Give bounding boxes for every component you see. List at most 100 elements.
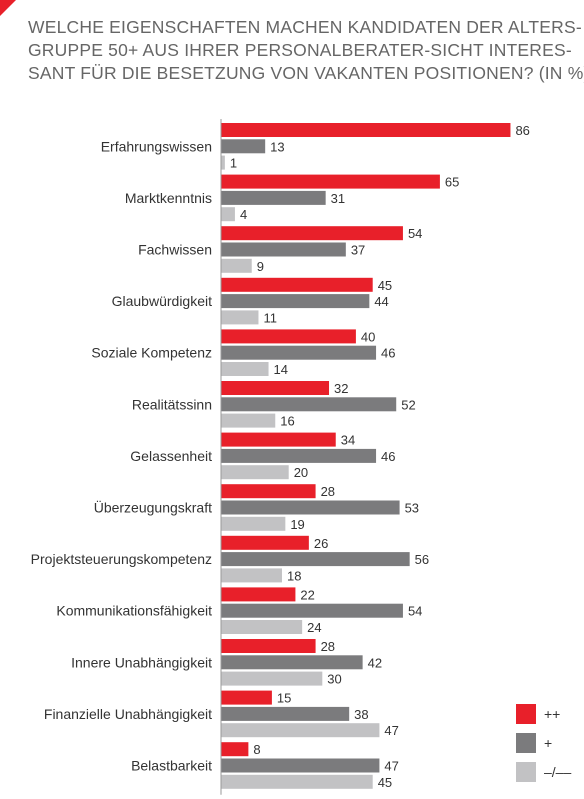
bar-glaubwuerdigkeit-plus <box>221 294 370 309</box>
bar-realitaetssinn-plus <box>221 397 397 412</box>
value-label-finanzielle-unabhaengigkeit-minus: 47 <box>384 723 398 738</box>
bar-ueberzeugungskraft-minus <box>221 516 286 531</box>
bar-belastbarkeit-minus <box>221 774 373 789</box>
chart-title: WELCHE EIGENSCHAFTEN MACHEN KANDIDATEN D… <box>28 16 584 85</box>
bar-erfahrungswissen-plus <box>221 139 266 154</box>
value-label-belastbarkeit-plusplus: 8 <box>253 742 260 757</box>
title-line-1: WELCHE EIGENSCHAFTEN MACHEN KANDIDATEN D… <box>28 17 582 37</box>
legend-label-plus: + <box>544 735 553 751</box>
bar-finanzielle-unabhaengigkeit-minus <box>221 723 380 738</box>
category-label-erfahrungswissen: Erfahrungswissen <box>101 138 212 154</box>
bar-projektsteuerungskompetenz-plusplus <box>221 535 309 550</box>
legend-swatch-minus <box>516 762 536 782</box>
value-label-realitaetssinn-plusplus: 32 <box>334 381 348 396</box>
value-label-ueberzeugungskraft-plusplus: 28 <box>321 484 335 499</box>
value-label-soziale-kompetenz-plus: 46 <box>381 346 395 361</box>
value-label-kommunikationsfaehigkeit-plusplus: 22 <box>300 587 314 602</box>
bar-belastbarkeit-plus <box>221 758 380 773</box>
value-label-gelassenheit-plusplus: 34 <box>341 433 355 448</box>
category-label-realitaetssinn: Realitätssinn <box>132 396 212 412</box>
bar-marktkenntnis-plus <box>221 190 326 205</box>
value-label-gelassenheit-minus: 20 <box>294 465 308 480</box>
bar-kommunikationsfaehigkeit-minus <box>221 620 303 634</box>
value-label-kommunikationsfaehigkeit-plus: 54 <box>408 604 422 619</box>
value-label-marktkenntnis-plus: 31 <box>331 191 345 206</box>
bar-soziale-kompetenz-minus <box>221 362 269 376</box>
bar-projektsteuerungskompetenz-plus <box>221 552 410 567</box>
bar-kommunikationsfaehigkeit-plus <box>221 603 403 618</box>
value-label-finanzielle-unabhaengigkeit-plusplus: 15 <box>277 691 291 706</box>
bar-fachwissen-plusplus <box>221 226 403 241</box>
category-label-soziale-kompetenz: Soziale Kompetenz <box>91 345 212 361</box>
value-label-glaubwuerdigkeit-minus: 11 <box>263 310 277 325</box>
legend-item-plusplus: ++ <box>516 704 584 726</box>
legend-item-minus: –/–– <box>516 762 584 784</box>
bar-fachwissen-plus <box>221 242 346 257</box>
value-label-gelassenheit-plus: 46 <box>381 449 395 464</box>
bar-erfahrungswissen-plusplus <box>221 123 511 137</box>
category-label-gelassenheit: Gelassenheit <box>130 448 212 464</box>
category-label-belastbarkeit: Belastbarkeit <box>131 758 212 774</box>
legend-swatch-plus <box>516 733 536 753</box>
legend-item-plus: + <box>516 733 584 755</box>
bar-ueberzeugungskraft-plusplus <box>221 484 316 499</box>
category-label-kommunikationsfaehigkeit: Kommunikationsfähigkeit <box>56 603 212 619</box>
value-label-belastbarkeit-plus: 47 <box>384 759 398 774</box>
bar-gelassenheit-plusplus <box>221 432 336 447</box>
value-label-erfahrungswissen-minus: 1 <box>230 156 237 171</box>
value-label-belastbarkeit-minus: 45 <box>378 775 392 790</box>
category-label-marktkenntnis: Marktkenntnis <box>125 190 212 206</box>
value-label-fachwissen-minus: 9 <box>257 259 264 274</box>
bar-realitaetssinn-minus <box>221 413 276 428</box>
value-label-soziale-kompetenz-plusplus: 40 <box>361 329 375 344</box>
bar-innere-unabhaengigkeit-plusplus <box>221 639 316 653</box>
value-label-soziale-kompetenz-minus: 14 <box>274 362 288 377</box>
value-label-projektsteuerungskompetenz-plus: 56 <box>415 552 429 567</box>
bar-fachwissen-minus <box>221 258 252 273</box>
bar-belastbarkeit-plusplus <box>221 742 249 757</box>
bar-glaubwuerdigkeit-plusplus <box>221 277 373 292</box>
value-label-ueberzeugungskraft-minus: 19 <box>290 517 304 532</box>
bar-glaubwuerdigkeit-minus <box>221 310 259 325</box>
value-label-erfahrungswissen-plusplus: 86 <box>515 123 529 138</box>
value-label-kommunikationsfaehigkeit-minus: 24 <box>307 620 321 635</box>
value-label-marktkenntnis-minus: 4 <box>240 207 247 222</box>
bar-soziale-kompetenz-plusplus <box>221 329 356 344</box>
category-label-glaubwuerdigkeit: Glaubwürdigkeit <box>112 293 212 309</box>
category-label-innere-unabhaengigkeit: Innere Unabhängigkeit <box>71 654 212 670</box>
value-label-finanzielle-unabhaengigkeit-plus: 38 <box>354 707 368 722</box>
category-label-projektsteuerungskompetenz: Projektsteuerungskompetenz <box>31 551 212 567</box>
title-line-3: SANT FÜR DIE BESETZUNG VON VAKANTEN POSI… <box>28 63 584 83</box>
value-label-projektsteuerungskompetenz-minus: 18 <box>287 568 301 583</box>
legend-label-minus: –/–– <box>544 764 572 780</box>
bar-ueberzeugungskraft-plus <box>221 500 400 515</box>
bar-finanzielle-unabhaengigkeit-plus <box>221 706 350 721</box>
bar-marktkenntnis-minus <box>221 207 235 222</box>
value-label-innere-unabhaengigkeit-plus: 42 <box>368 655 382 670</box>
value-label-marktkenntnis-plusplus: 65 <box>445 175 459 190</box>
legend-swatch-plusplus <box>516 704 536 724</box>
value-label-innere-unabhaengigkeit-plusplus: 28 <box>321 639 335 654</box>
category-label-ueberzeugungskraft: Überzeugungskraft <box>94 499 212 516</box>
bar-gelassenheit-plus <box>221 448 377 463</box>
title-line-2: GRUPPE 50+ AUS IHRER PERSONALBERATER-SIC… <box>28 40 572 60</box>
value-label-glaubwuerdigkeit-plusplus: 45 <box>378 278 392 293</box>
value-label-fachwissen-plusplus: 54 <box>408 226 422 241</box>
value-label-projektsteuerungskompetenz-plusplus: 26 <box>314 536 328 551</box>
value-label-fachwissen-plus: 37 <box>351 243 365 258</box>
legend-label-plusplus: ++ <box>544 706 561 722</box>
value-label-innere-unabhaengigkeit-minus: 30 <box>327 672 341 687</box>
value-label-erfahrungswissen-plus: 13 <box>270 139 284 154</box>
bar-innere-unabhaengigkeit-plus <box>221 655 363 670</box>
bar-marktkenntnis-plusplus <box>221 174 440 189</box>
bar-erfahrungswissen-minus <box>221 155 225 170</box>
bar-innere-unabhaengigkeit-minus <box>221 671 323 686</box>
bar-soziale-kompetenz-plus <box>221 345 377 360</box>
value-label-glaubwuerdigkeit-plus: 44 <box>374 294 388 309</box>
corner-triangle-icon <box>0 0 16 16</box>
bar-kommunikationsfaehigkeit-plusplus <box>221 587 296 602</box>
bar-gelassenheit-minus <box>221 465 289 480</box>
category-label-fachwissen: Fachwissen <box>138 242 212 258</box>
value-label-ueberzeugungskraft-plus: 53 <box>405 501 419 516</box>
